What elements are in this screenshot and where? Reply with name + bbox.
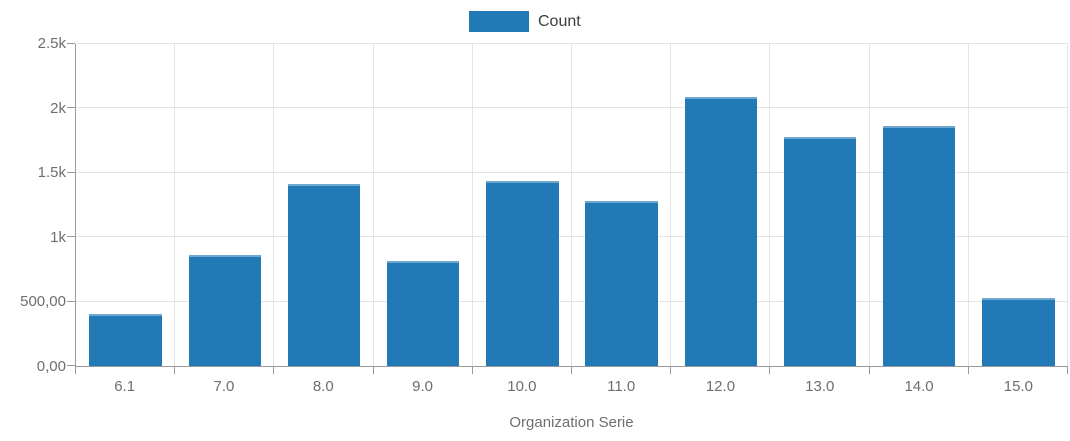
x-tick-label: 14.0 — [904, 378, 934, 395]
y-axis-tick — [67, 107, 75, 109]
bar-11.0[interactable] — [585, 200, 658, 366]
legend-swatch — [469, 11, 529, 32]
y-axis-tick — [67, 171, 75, 173]
gridline-v — [769, 44, 771, 366]
bar-cell — [870, 44, 969, 366]
gridline-v — [273, 44, 275, 366]
x-axis-tick — [75, 367, 76, 374]
y-axis-tick — [67, 365, 75, 366]
gridline-v — [372, 44, 374, 366]
x-axis-tick — [273, 367, 275, 374]
x-tick-label: 10.0 — [507, 378, 537, 395]
y-axis-tick — [67, 300, 75, 302]
legend-label: Count — [538, 13, 581, 30]
y-tick-label: 500,00 — [20, 293, 66, 311]
x-axis-tick — [571, 367, 572, 374]
x-axis-tick — [471, 367, 473, 374]
bar-14.0[interactable] — [882, 125, 956, 366]
bar-cell — [572, 44, 671, 366]
x-axis-tick — [967, 367, 969, 374]
y-tick-label: 2.5k — [37, 35, 66, 52]
x-tick-label: 8.0 — [312, 378, 334, 395]
bar-cell — [969, 44, 1068, 366]
bar-12.0[interactable] — [684, 96, 757, 366]
bar-cell — [274, 44, 373, 366]
bar-9.0[interactable] — [386, 261, 460, 366]
y-axis: 0,00 500,00 1k 1.5k 2k 2.5k — [0, 35, 66, 375]
x-axis-tick — [1067, 367, 1068, 374]
bar-cell — [175, 44, 274, 366]
plot-area — [67, 43, 1068, 374]
bar-cell — [76, 44, 175, 366]
gridline-v — [967, 44, 969, 366]
gridline-v — [868, 44, 870, 366]
gridline-v — [670, 44, 672, 366]
gridline-h — [76, 171, 1068, 173]
bar-cell — [374, 44, 473, 366]
y-tick-label: 2k — [50, 99, 66, 117]
gridline-v — [1067, 44, 1068, 366]
gridline-h — [76, 300, 1068, 302]
y-axis-tick — [67, 43, 75, 44]
x-tick-label: 6.1 — [114, 378, 136, 395]
gridline-h — [76, 43, 1068, 44]
gridline-h — [76, 107, 1068, 109]
bar-8.0[interactable] — [287, 183, 361, 366]
y-tick-label: 1k — [50, 228, 66, 246]
x-axis-tick — [372, 367, 374, 374]
gridline-h — [76, 236, 1068, 238]
x-tick-label: 11.0 — [607, 378, 636, 395]
gridline-v — [471, 44, 473, 366]
bar-10.0[interactable] — [486, 180, 559, 366]
x-tick-label: 12.0 — [705, 378, 736, 395]
y-tick-label: 0,00 — [36, 358, 66, 375]
x-axis-tick — [670, 367, 672, 374]
x-axis: 6.1 7.0 8.0 9.0 10.0 11.0 12.0 13.0 14.0 15.0 — [75, 377, 1068, 399]
x-tick-label: 13.0 — [805, 378, 835, 395]
legend[interactable]: Count — [469, 11, 581, 32]
bar-15.0[interactable] — [982, 297, 1055, 366]
y-tick-label: 1.5k — [37, 164, 66, 182]
bar-13.0[interactable] — [783, 136, 857, 366]
x-axis-tick — [174, 367, 176, 374]
x-tick-label: 9.0 — [412, 378, 433, 395]
x-tick-label: 15.0 — [1003, 378, 1033, 395]
bar-6.1[interactable] — [89, 313, 162, 366]
x-axis-tick — [769, 367, 771, 374]
x-axis-title: Organization Serie — [509, 414, 634, 431]
x-tick-label: 7.0 — [213, 378, 235, 395]
x-axis-tick — [868, 367, 870, 374]
gridline-v — [174, 44, 176, 366]
bar-cell — [671, 44, 770, 366]
bar-cell — [473, 44, 572, 366]
bar-7.0[interactable] — [188, 255, 261, 366]
y-axis-tick — [67, 236, 75, 238]
bar-cell — [770, 44, 869, 366]
gridline-v — [571, 44, 572, 366]
